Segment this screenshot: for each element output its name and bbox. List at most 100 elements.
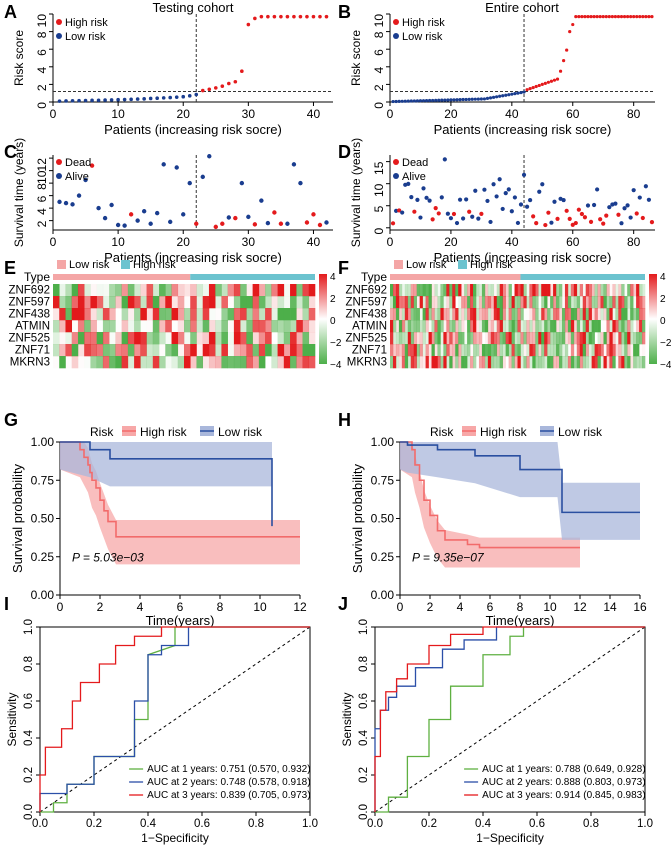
heatmap-cell: [490, 296, 495, 309]
heatmap-cell: [564, 308, 569, 321]
heatmap-cell: [290, 284, 297, 297]
dead-point: [213, 224, 218, 230]
high-risk-point: [531, 85, 535, 90]
dead-point: [543, 222, 548, 228]
alive-point: [448, 216, 454, 221]
heatmap-cell: [258, 356, 266, 369]
heatmap-cell: [221, 320, 228, 333]
y-axis-label: Risk score: [349, 30, 363, 86]
heatmap-cell: [431, 320, 435, 333]
heatmap-cell: [561, 308, 566, 321]
heatmap-cell: [401, 344, 406, 357]
alive-point: [102, 215, 108, 221]
heatmap-cell: [59, 332, 66, 344]
heatmap-cell: [490, 284, 495, 297]
low-risk-point: [148, 96, 153, 101]
legend-label: Low risk: [558, 425, 603, 439]
gene-label: ZNF597: [8, 296, 50, 308]
heatmap-cell: [473, 308, 477, 321]
heatmap-cell: [520, 284, 524, 297]
heatmap-cell: [233, 320, 241, 333]
legend-label: AUC at 2 years: 0.888 (0.803, 0.973): [482, 777, 645, 788]
y-tick-label: 0.4: [23, 729, 35, 746]
dead-point: [640, 215, 645, 221]
heatmap-cell: [296, 320, 303, 333]
heatmap-cell: [603, 284, 607, 297]
heatmap-cell: [576, 356, 581, 369]
heatmap-cell: [302, 308, 310, 321]
heatmap-cell: [140, 332, 147, 345]
heatmap-cell: [84, 320, 91, 333]
diagonal-reference: [39, 626, 311, 813]
dead-point: [604, 213, 609, 218]
heatmap-cell: [159, 320, 166, 333]
low-risk-point: [406, 99, 410, 103]
heatmap-cell: [246, 308, 253, 321]
alive-point: [181, 212, 186, 217]
heatmap-cell: [407, 344, 412, 357]
alive-point: [154, 210, 160, 216]
heatmap-cell: [159, 356, 166, 369]
heatmap-cell: [470, 284, 474, 297]
heatmap-cell: [464, 332, 468, 345]
heatmap-cell: [550, 296, 554, 309]
gene-label: ZNF597: [345, 296, 387, 308]
heatmap-cell: [576, 284, 581, 297]
heatmap-cell: [499, 284, 503, 297]
heatmap-cell: [520, 356, 524, 369]
heatmap-cell: [53, 356, 60, 368]
heatmap-cell: [296, 308, 303, 321]
heatmap-cell: [202, 296, 210, 309]
alive-point: [421, 186, 426, 191]
heatmap-cell: [416, 296, 420, 309]
heatmap-cell: [478, 332, 483, 345]
heatmap-cell: [90, 356, 97, 369]
heatmap-cell: [526, 308, 529, 320]
km-curve-high: [60, 441, 300, 538]
heatmap-cell: [594, 344, 598, 357]
heatmap-cell: [612, 284, 616, 297]
alive-point: [83, 177, 88, 183]
heatmap-cell: [431, 308, 435, 321]
heatmap-cell: [443, 308, 447, 321]
high-risk-point: [580, 15, 584, 19]
heatmap-cell: [410, 320, 415, 333]
high-risk-point: [240, 69, 244, 73]
y-tick-label: 10: [35, 14, 49, 28]
heatmap-cell: [177, 344, 185, 357]
heatmap-cell: [77, 344, 85, 357]
heatmap-cell: [624, 356, 628, 369]
heatmap-cell: [221, 344, 228, 357]
heatmap-cell: [413, 284, 417, 297]
heatmap-cell: [636, 284, 640, 297]
heatmap-cell: [240, 284, 247, 297]
heatmap-cell: [487, 296, 492, 309]
heatmap-cell: [77, 308, 85, 321]
heatmap-cell: [398, 296, 403, 309]
heatmap-cell: [258, 284, 266, 297]
heatmap-cell: [401, 296, 406, 309]
low-risk-point: [397, 99, 401, 103]
heatmap-cell: [190, 344, 197, 357]
heatmap-cell: [134, 344, 141, 357]
alive-point: [298, 180, 303, 186]
heatmap-cell: [573, 332, 578, 345]
heatmap-cell: [559, 284, 563, 297]
heatmap-cell: [564, 344, 569, 357]
heatmap-cell: [564, 320, 569, 333]
heatmap-cell: [440, 332, 444, 345]
heatmap-cell: [146, 284, 154, 297]
x-tick-label: 40: [505, 235, 519, 249]
high-risk-point: [625, 15, 630, 19]
x-tick-label: 40: [307, 235, 321, 249]
heatmap-cell: [392, 296, 397, 309]
heatmap-cell: [585, 344, 589, 357]
heatmap-cell: [588, 332, 592, 345]
dead-point: [436, 211, 441, 216]
heatmap-cell: [564, 332, 569, 345]
heatmap-cell: [302, 284, 310, 297]
heatmap-cell: [252, 284, 260, 297]
heatmap-cell: [202, 284, 210, 297]
roc-curve-1y: [375, 626, 645, 813]
heatmap-cell: [585, 308, 589, 321]
